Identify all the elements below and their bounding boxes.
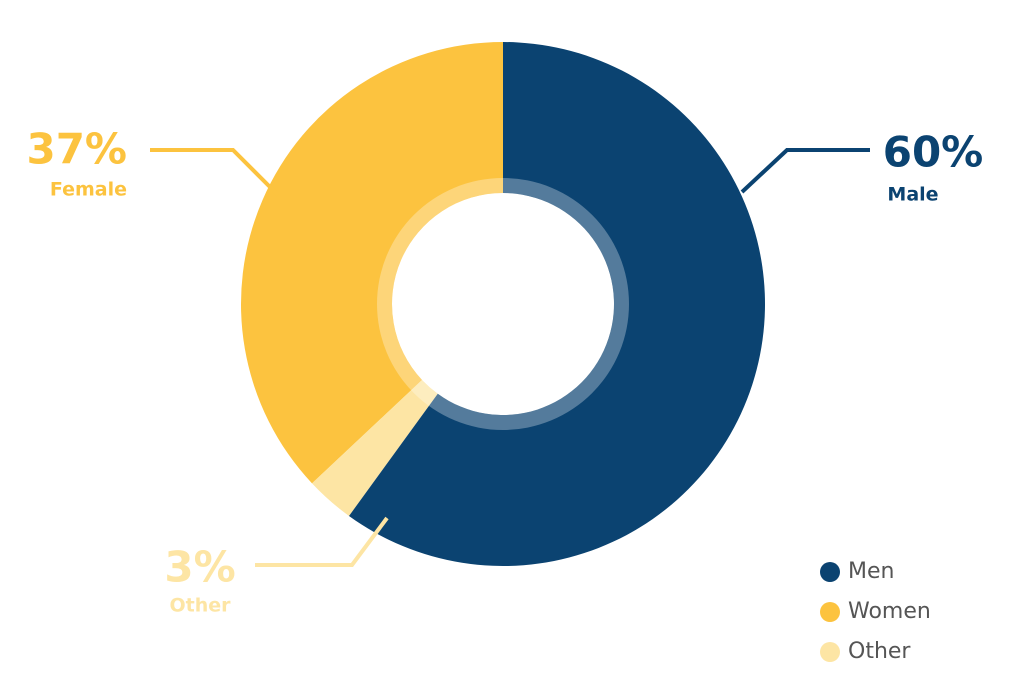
value-label: 60% xyxy=(883,128,984,177)
legend-label: Men xyxy=(848,559,894,584)
value-label: 37% xyxy=(26,125,127,174)
legend-label: Other xyxy=(848,639,911,664)
value-label: 3% xyxy=(164,543,235,592)
slice-label: Other xyxy=(169,595,231,617)
leader-line xyxy=(255,516,389,567)
leader-line xyxy=(150,148,280,197)
slice xyxy=(312,379,438,516)
slice xyxy=(349,42,765,566)
legend-label: Women xyxy=(848,599,931,624)
legend-swatch xyxy=(820,642,840,662)
slice xyxy=(241,41,504,484)
inner-band xyxy=(377,178,629,430)
legend-swatch xyxy=(820,562,840,582)
legend-swatch xyxy=(820,602,840,622)
slice-label: Female xyxy=(50,179,127,201)
leader-line xyxy=(740,148,870,194)
slice-label: Male xyxy=(887,184,938,206)
